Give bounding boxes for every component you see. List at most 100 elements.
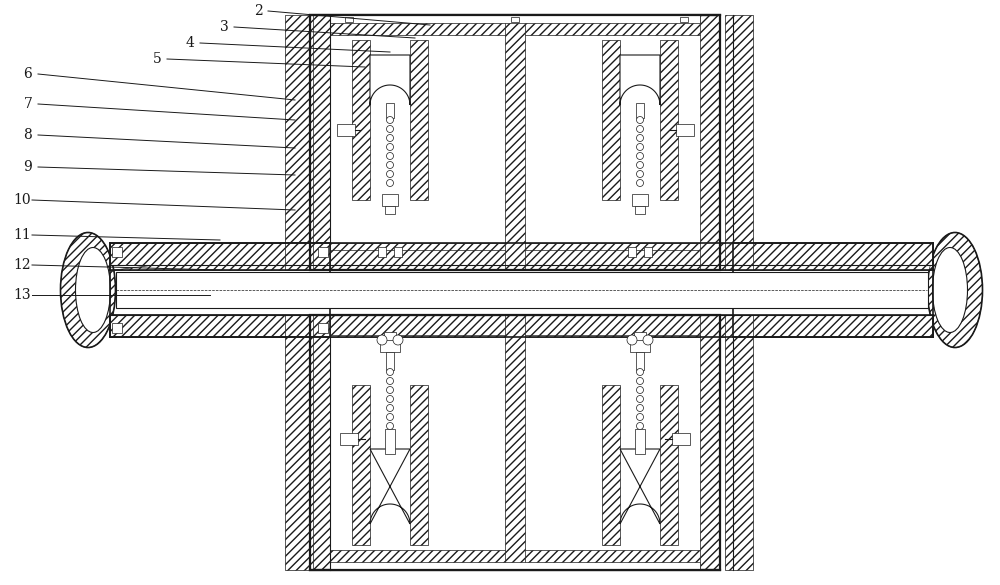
Bar — [310, 15, 720, 270]
Circle shape — [377, 335, 387, 345]
Polygon shape — [110, 243, 330, 270]
Circle shape — [637, 126, 644, 132]
Circle shape — [386, 404, 394, 411]
Circle shape — [386, 377, 394, 384]
Circle shape — [386, 153, 394, 160]
Polygon shape — [285, 315, 313, 570]
Bar — [380, 337, 400, 352]
Polygon shape — [700, 315, 720, 570]
Circle shape — [386, 116, 394, 123]
Ellipse shape — [76, 247, 110, 332]
Ellipse shape — [932, 247, 968, 332]
Polygon shape — [110, 243, 330, 265]
Bar — [394, 247, 402, 257]
Circle shape — [637, 387, 644, 394]
Bar — [386, 352, 394, 370]
Circle shape — [637, 404, 644, 411]
Circle shape — [637, 170, 644, 177]
Text: 13: 13 — [13, 288, 31, 302]
Ellipse shape — [928, 232, 982, 347]
Circle shape — [386, 126, 394, 132]
Circle shape — [386, 135, 394, 142]
Circle shape — [637, 414, 644, 421]
Bar — [630, 337, 650, 352]
Bar — [636, 103, 644, 118]
Polygon shape — [720, 315, 933, 337]
Text: 2: 2 — [254, 4, 262, 18]
Polygon shape — [620, 55, 660, 105]
Bar — [384, 332, 396, 340]
Polygon shape — [110, 315, 330, 337]
Bar — [386, 103, 394, 118]
Text: 5: 5 — [153, 52, 161, 66]
Bar — [330, 15, 700, 23]
Circle shape — [637, 395, 644, 402]
Bar — [672, 433, 690, 445]
Text: 6: 6 — [24, 67, 32, 81]
Polygon shape — [410, 40, 428, 200]
Circle shape — [637, 161, 644, 168]
Text: 12: 12 — [13, 258, 31, 272]
Circle shape — [627, 335, 637, 345]
Polygon shape — [370, 449, 410, 524]
Bar — [634, 332, 646, 340]
Circle shape — [637, 143, 644, 150]
Bar — [112, 247, 122, 257]
Polygon shape — [352, 40, 370, 200]
Bar — [378, 247, 386, 257]
Bar — [680, 17, 688, 22]
Polygon shape — [720, 243, 933, 270]
Polygon shape — [725, 15, 753, 270]
Bar — [676, 124, 694, 136]
Polygon shape — [310, 550, 720, 570]
Circle shape — [386, 395, 394, 402]
Bar — [337, 124, 355, 136]
Bar — [112, 323, 122, 333]
Circle shape — [637, 432, 644, 439]
Bar — [340, 433, 358, 445]
Text: 4: 4 — [186, 36, 194, 50]
Polygon shape — [733, 315, 933, 337]
Bar — [635, 206, 645, 214]
Circle shape — [386, 143, 394, 150]
Polygon shape — [660, 385, 678, 545]
Polygon shape — [602, 40, 620, 200]
Polygon shape — [733, 243, 933, 265]
Bar — [644, 247, 652, 257]
Circle shape — [386, 422, 394, 429]
Polygon shape — [505, 15, 525, 270]
Circle shape — [386, 387, 394, 394]
Polygon shape — [700, 15, 720, 270]
Bar — [310, 315, 720, 570]
Polygon shape — [310, 15, 720, 35]
Polygon shape — [310, 315, 330, 570]
Bar — [511, 17, 519, 22]
Polygon shape — [505, 315, 525, 570]
Bar — [318, 247, 328, 257]
Polygon shape — [110, 315, 933, 337]
Bar — [385, 429, 395, 454]
Bar — [116, 272, 928, 308]
Polygon shape — [620, 449, 660, 524]
Circle shape — [637, 180, 644, 187]
Polygon shape — [410, 385, 428, 545]
Circle shape — [386, 170, 394, 177]
Circle shape — [386, 369, 394, 376]
Polygon shape — [310, 15, 330, 270]
Polygon shape — [310, 315, 720, 335]
Circle shape — [386, 161, 394, 168]
Bar — [733, 243, 933, 337]
Polygon shape — [110, 243, 933, 265]
Bar — [382, 194, 398, 206]
Bar — [110, 243, 330, 337]
Circle shape — [386, 414, 394, 421]
Circle shape — [643, 335, 653, 345]
Text: 8: 8 — [24, 128, 32, 142]
Text: 9: 9 — [24, 160, 32, 174]
Polygon shape — [725, 315, 753, 570]
Bar — [632, 194, 648, 206]
Text: 3: 3 — [220, 20, 228, 34]
Polygon shape — [310, 250, 720, 270]
Bar — [345, 17, 353, 22]
Circle shape — [637, 153, 644, 160]
